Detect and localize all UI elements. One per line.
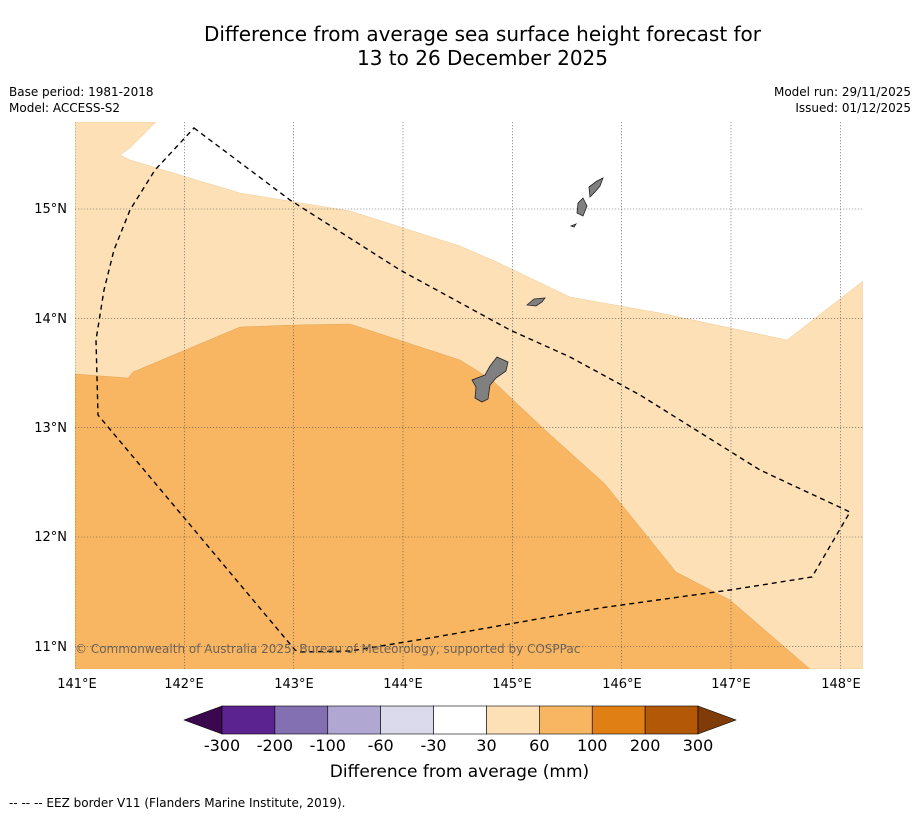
eez-footnote: -- -- -- EEZ border V11 (Flanders Marine… xyxy=(9,796,346,810)
colorbar-swatch xyxy=(591,705,646,735)
colorbar-tick-label: -100 xyxy=(309,736,346,755)
colorbar-title: Difference from average (mm) xyxy=(329,762,590,782)
colorbar-arrow-high xyxy=(697,705,737,735)
colorbar-tick-label: -30 xyxy=(420,736,447,755)
land-masses xyxy=(471,177,604,403)
title-line-2: 13 to 26 December 2025 xyxy=(356,46,608,70)
base-period: Base period: 1981-2018 xyxy=(9,85,154,99)
colorbar-tick-label: 30 xyxy=(476,736,497,755)
gridlines xyxy=(75,122,863,669)
lon-tick-label: 148°E xyxy=(821,677,861,692)
colorbar-swatch xyxy=(221,705,276,735)
lat-tick-labels: 15°N 14°N 13°N 12°N 11°N xyxy=(34,202,67,655)
lon-tick-label: 146°E xyxy=(602,677,642,692)
colorbar-tick-label: -300 xyxy=(203,736,241,755)
lat-tick-label: 14°N xyxy=(34,312,67,327)
aguijan-islet xyxy=(569,223,578,228)
colorbar-tick-label: 60 xyxy=(529,736,550,755)
eez-border xyxy=(95,127,851,653)
guam-island xyxy=(471,356,509,403)
lon-tick-label: 145°E xyxy=(492,677,532,692)
colorbar-swatch xyxy=(274,705,329,735)
model-name: Model: ACCESS-S2 xyxy=(9,101,121,115)
colorbar-swatch xyxy=(327,705,381,735)
lon-tick-label: 141°E xyxy=(57,677,97,692)
rota-island xyxy=(526,297,546,307)
colorbar-tick-label: -60 xyxy=(367,736,394,755)
colorbar-swatch xyxy=(380,705,434,735)
lat-tick-label: 11°N xyxy=(34,640,67,655)
colorbar-swatch xyxy=(486,705,540,735)
colorbar-swatch xyxy=(433,705,487,735)
colorbar xyxy=(183,705,737,735)
model-run: Model run: 29/11/2025 xyxy=(773,85,911,99)
title-line-1: Difference from average sea surface heig… xyxy=(203,22,762,46)
lat-tick-label: 12°N xyxy=(34,530,67,545)
lat-tick-label: 13°N xyxy=(34,421,67,436)
colorbar-tick-label: 200 xyxy=(629,736,661,755)
chart-title: Difference from average sea surface heig… xyxy=(0,22,919,70)
map-area: © Commonwealth of Australia 2025, Bureau… xyxy=(75,122,863,669)
lon-tick-label: 143°E xyxy=(274,677,314,692)
colorbar-tick-label: -200 xyxy=(256,736,294,755)
copyright-notice: © Commonwealth of Australia 2025, Bureau… xyxy=(75,642,580,656)
colorbar-arrow-low xyxy=(183,705,223,735)
lat-tick-label: 15°N xyxy=(34,202,67,217)
lon-tick-label: 142°E xyxy=(164,677,204,692)
colorbar-tick-label: 100 xyxy=(576,736,608,755)
meta-left: Base period: 1981-2018 Model: ACCESS-S2 xyxy=(9,84,154,116)
meta-right: Model run: 29/11/2025 Issued: 01/12/2025 xyxy=(774,84,911,116)
colorbar-swatch xyxy=(539,705,593,735)
tinian-island xyxy=(576,197,588,217)
saipan-island xyxy=(588,177,604,198)
lon-tick-label: 147°E xyxy=(711,677,751,692)
lon-tick-labels: 141°E 142°E 143°E 144°E 145°E 146°E 147°… xyxy=(57,677,861,692)
colorbar-swatch xyxy=(644,705,699,735)
lon-tick-label: 144°E xyxy=(383,677,423,692)
colorbar-tick-label: 300 xyxy=(682,736,714,755)
issued-date: Issued: 01/12/2025 xyxy=(795,101,911,115)
